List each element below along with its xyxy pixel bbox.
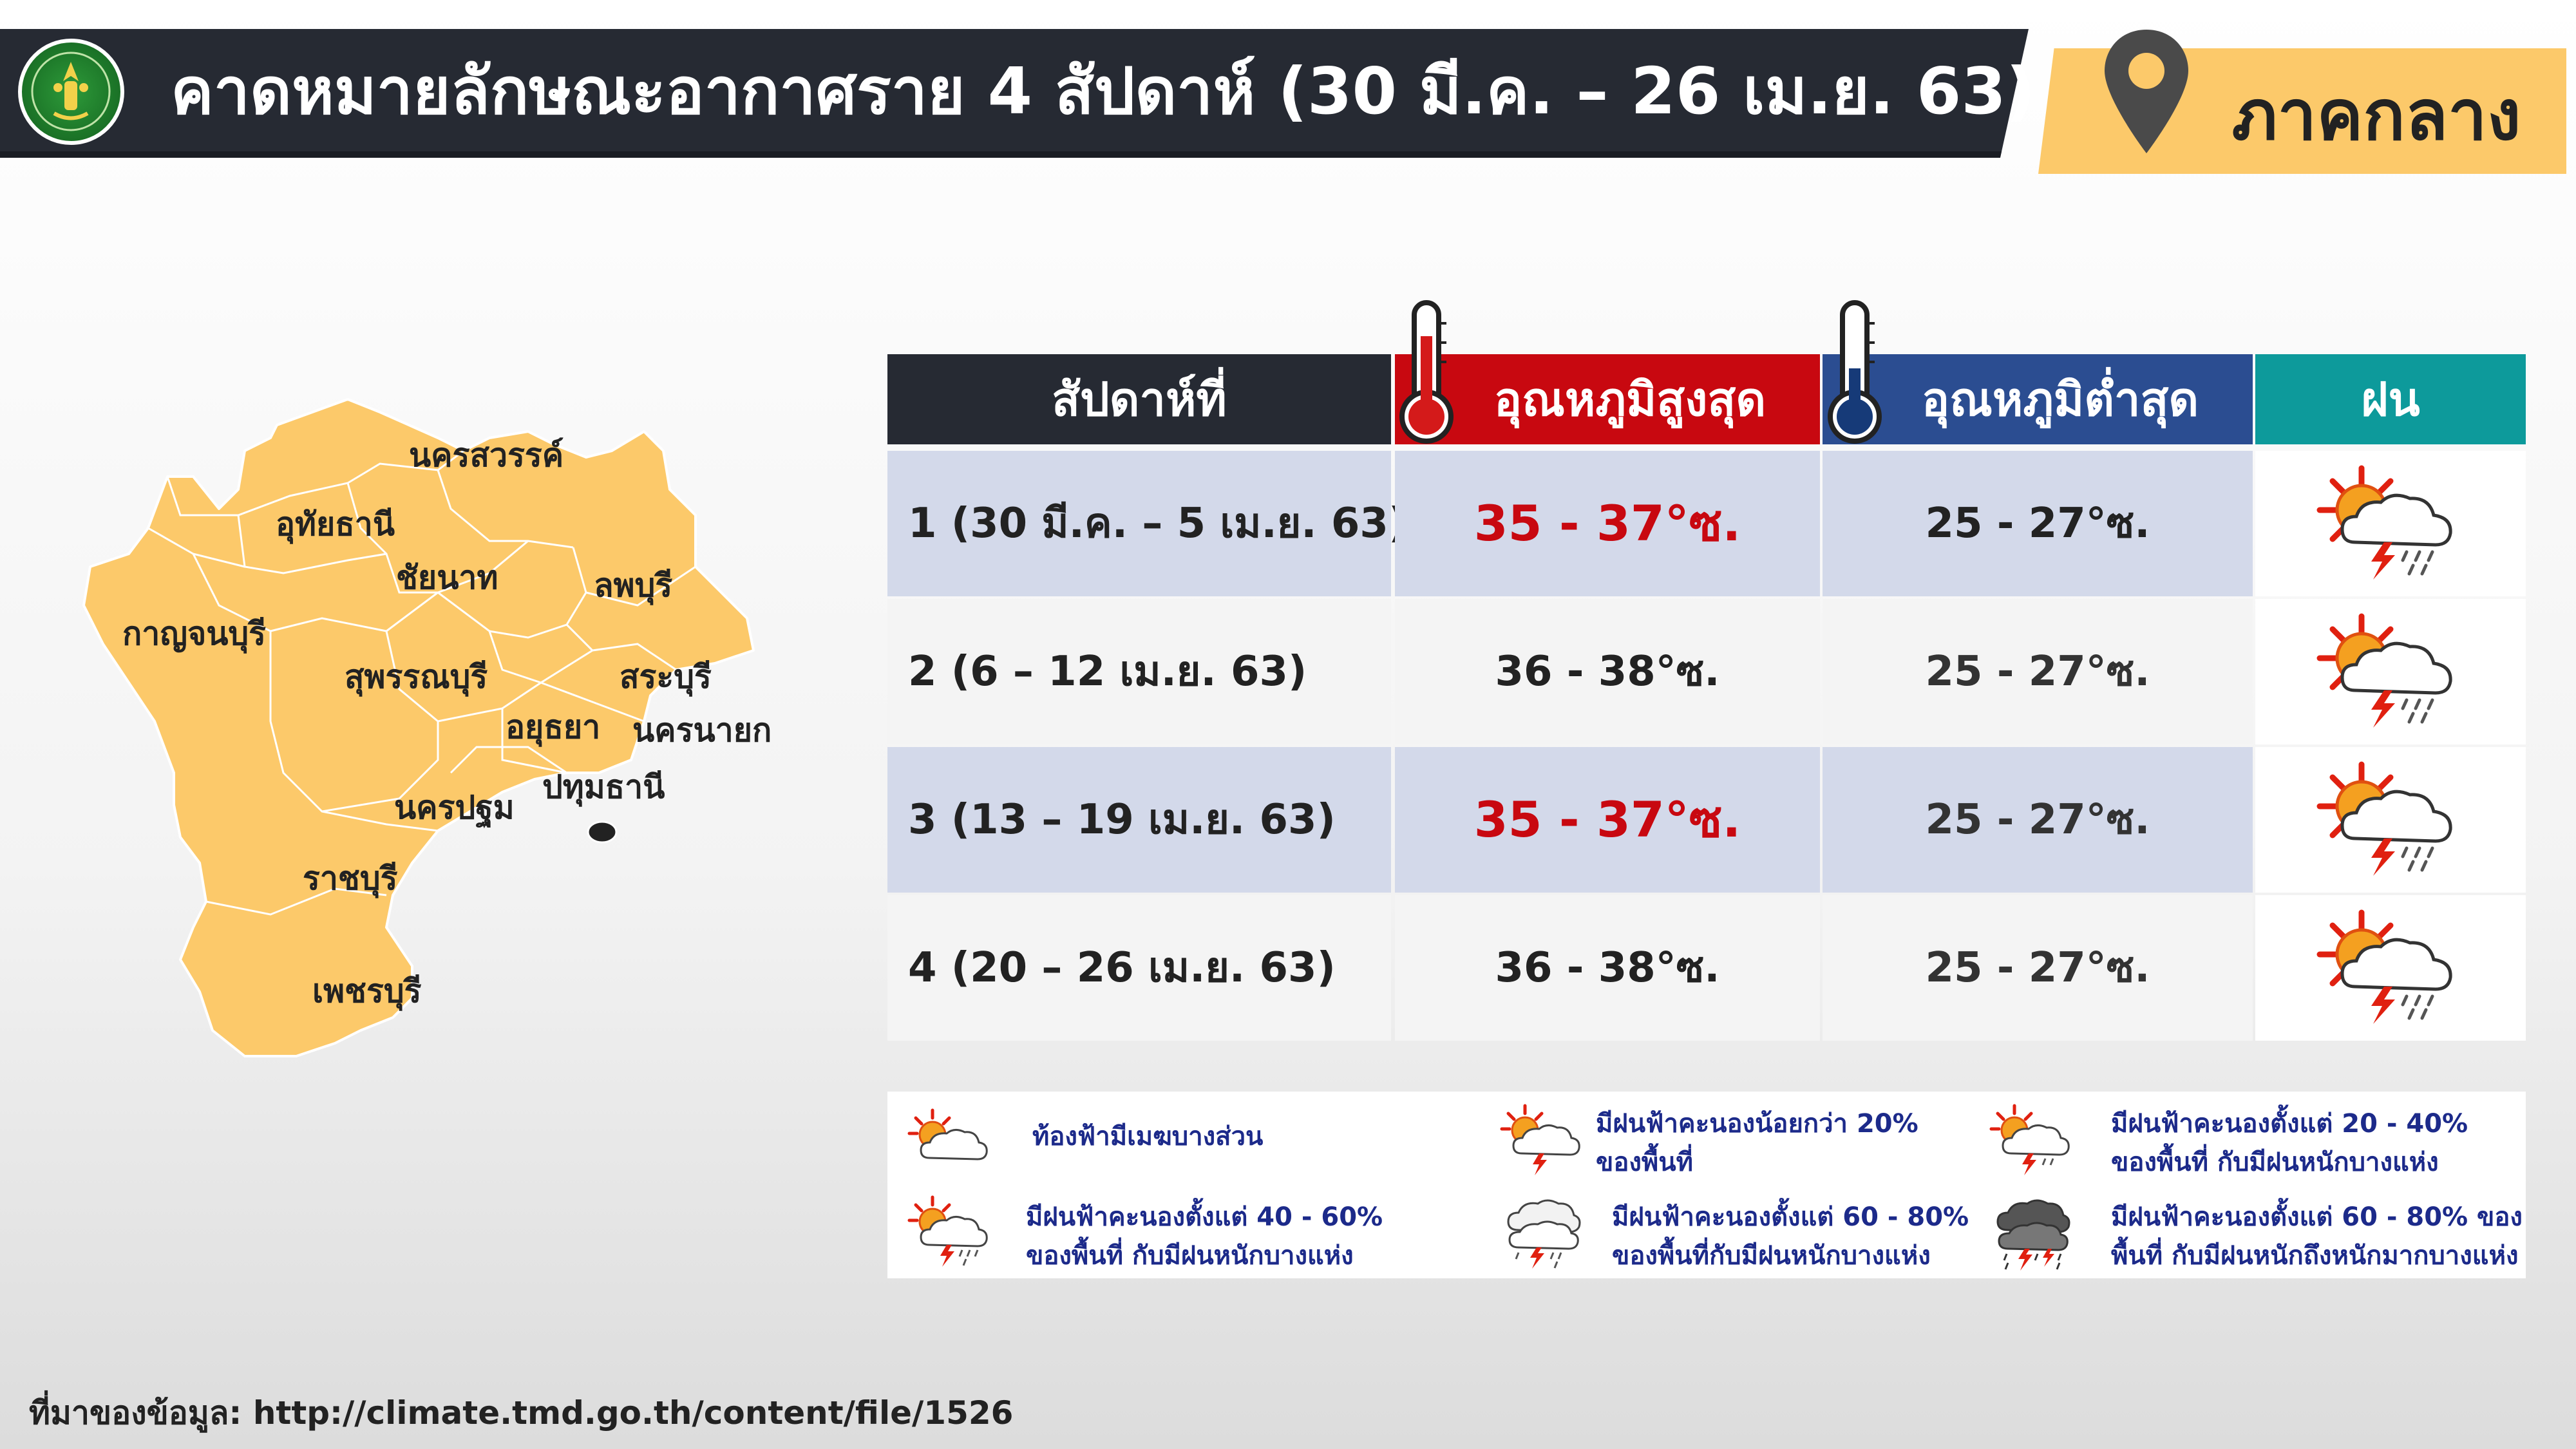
province-label: เพชรบุรี xyxy=(312,972,422,1010)
week-cell: 3 (13 – 19 เม.ย. 63) xyxy=(887,747,1391,893)
legend-text: มีฝนฟ้าคะนองน้อยกว่า 20% xyxy=(1596,1109,1918,1139)
header-rain: ฝน xyxy=(2255,354,2526,444)
max-temp-cell: 35 - 37°ซ. xyxy=(1395,451,1820,596)
week-cell: 4 (20 – 26 เม.ย. 63) xyxy=(887,895,1391,1041)
legend-text: มีฝนฟ้าคะนองตั้งแต่ 20 - 40% xyxy=(2111,1109,2468,1139)
rain-cell xyxy=(2255,599,2526,744)
thunderstorm-light-icon xyxy=(1500,1104,1580,1175)
table-row: 3 (13 – 19 เม.ย. 63) 35 - 37°ซ. 25 - 27°… xyxy=(887,747,2526,893)
tmd-logo-icon xyxy=(18,39,124,145)
min-temp-cell: 25 - 27°ซ. xyxy=(1823,599,2253,744)
central-region-map xyxy=(82,398,755,1057)
legend-text: มีฝนฟ้าคะนองตั้งแต่ 60 - 80% xyxy=(1612,1202,1969,1232)
thermometer-hot-icon xyxy=(1399,300,1454,444)
province-label: นครสวรรค์ xyxy=(409,437,564,474)
province-label: ลพบุรี xyxy=(594,567,673,604)
province-label: ปทุมธานี xyxy=(542,768,665,806)
province-label: อุทัยธานี xyxy=(276,506,395,543)
province-label: สุพรรณบุรี xyxy=(345,658,488,696)
thunderstorm-sun-icon xyxy=(2316,909,2452,1024)
thunderstorm-cloud-icon xyxy=(1507,1199,1581,1269)
province-label: สระบุรี xyxy=(620,658,712,696)
province-label: นครนายก xyxy=(632,712,772,749)
legend-panel: ท้องฟ้ามีเมฆบางส่วน มีฝนฟ้าคะนองน้อยกว่า… xyxy=(887,1092,2526,1278)
thunderstorm-sun-light-icon xyxy=(1989,1104,2070,1175)
thunderstorm-heavy-icon xyxy=(1996,1199,2070,1271)
thunderstorm-sun-icon xyxy=(2316,761,2452,876)
thunderstorm-sun-icon xyxy=(907,1195,988,1267)
min-temp-cell: 25 - 27°ซ. xyxy=(1823,451,2253,596)
header-min-temp: อุณหภูมิต่ำสุด xyxy=(1823,354,2253,444)
max-temp-cell: 35 - 37°ซ. xyxy=(1395,747,1820,893)
province-label: ราชบุรี xyxy=(303,860,398,897)
legend-text: ของพื้นที่กับมีฝนหนักบางแห่ง xyxy=(1612,1241,1931,1271)
thermometer-cold-icon xyxy=(1828,300,1882,444)
partly-cloudy-icon xyxy=(907,1108,988,1160)
legend-text: ท้องฟ้ามีเมฆบางส่วน xyxy=(1032,1122,1264,1151)
max-temp-cell: 36 - 38°ซ. xyxy=(1395,599,1820,744)
bangkok-marker-icon xyxy=(587,820,618,844)
location-pin-icon xyxy=(2105,30,2188,153)
map-outline xyxy=(82,398,755,1057)
header-week: สัปดาห์ที่ xyxy=(887,354,1391,444)
thunderstorm-sun-icon xyxy=(2316,613,2452,728)
table-row: 4 (20 – 26 เม.ย. 63) 36 - 38°ซ. 25 - 27°… xyxy=(887,895,2526,1041)
page-title: คาดหมายลักษณะอากาศราย 4 สัปดาห์ (30 มี.ค… xyxy=(171,53,2036,129)
max-temp-cell: 36 - 38°ซ. xyxy=(1395,895,1820,1041)
province-label: กาญจนบุรี xyxy=(122,615,267,652)
legend-text: มีฝนฟ้าคะนองตั้งแต่ 60 - 80% ของ xyxy=(2111,1202,2523,1232)
week-cell: 1 (30 มี.ค. – 5 เม.ย. 63) xyxy=(887,451,1407,596)
rain-cell xyxy=(2255,747,2526,893)
min-temp-cell: 25 - 27°ซ. xyxy=(1823,895,2253,1041)
region-label: ภาคกลาง xyxy=(2231,75,2521,156)
legend-text: ของพื้นที่ กับมีฝนหนักบางแห่ง xyxy=(1026,1241,1354,1271)
table-row: 1 (30 มี.ค. – 5 เม.ย. 63) 35 - 37°ซ. 25 … xyxy=(887,451,2526,596)
rain-cell xyxy=(2255,895,2526,1041)
legend-text: ของพื้นที่ xyxy=(1596,1148,1693,1177)
province-label: นครปฐม xyxy=(394,789,515,826)
header-bar xyxy=(0,29,2029,158)
legend-text: พื้นที่ กับมีฝนหนักถึงหนักมากบางแห่ง xyxy=(2111,1241,2519,1271)
data-source: ที่มาของข้อมูล: http://climate.tmd.go.th… xyxy=(29,1394,1014,1432)
legend-text: มีฝนฟ้าคะนองตั้งแต่ 40 - 60% xyxy=(1026,1202,1383,1232)
legend-text: ของพื้นที่ กับมีฝนหนักบางแห่ง xyxy=(2111,1148,2439,1177)
header-max-temp: อุณหภูมิสูงสุด xyxy=(1395,354,1820,444)
week-cell: 2 (6 – 12 เม.ย. 63) xyxy=(887,599,1391,744)
min-temp-cell: 25 - 27°ซ. xyxy=(1823,747,2253,893)
rain-cell xyxy=(2255,451,2526,596)
table-row: 2 (6 – 12 เม.ย. 63) 36 - 38°ซ. 25 - 27°ซ… xyxy=(887,599,2526,744)
thunderstorm-sun-icon xyxy=(2316,465,2452,580)
province-label: ชัยนาท xyxy=(396,559,498,596)
province-label: อยุธยา xyxy=(506,708,601,746)
